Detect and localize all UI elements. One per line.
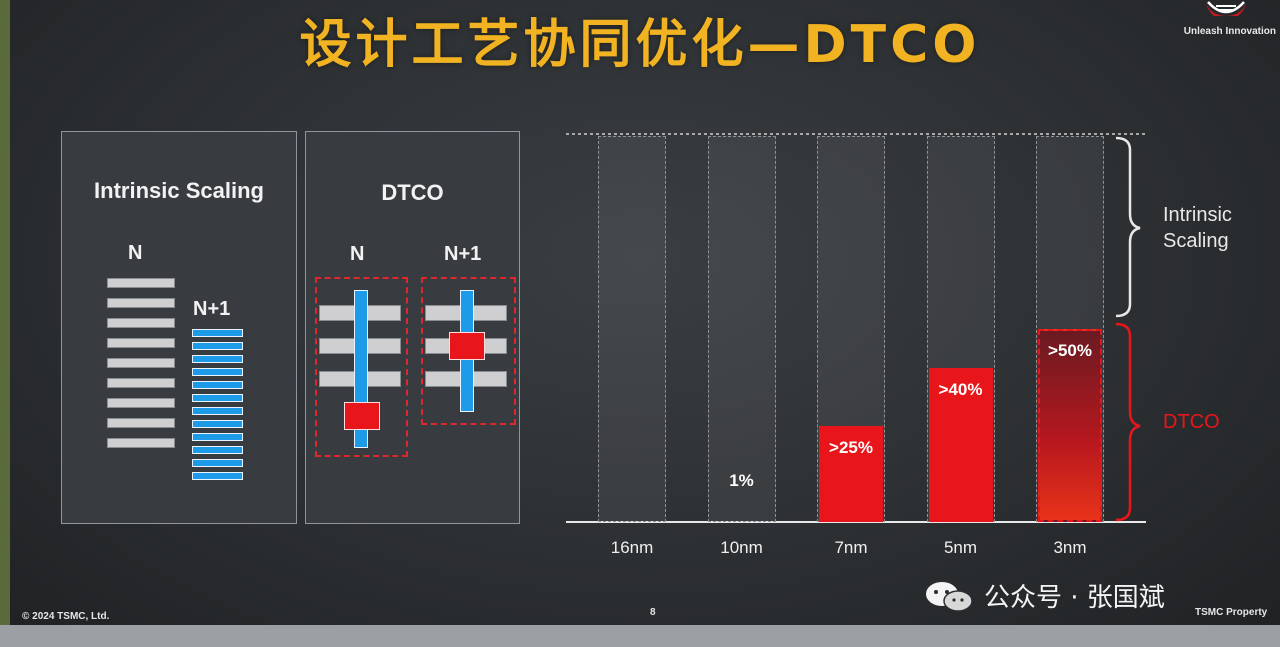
x-tick-label: 3nm bbox=[1053, 538, 1087, 557]
page-number: 8 bbox=[650, 607, 656, 618]
dtco-panel: DTCO N N+1 bbox=[305, 131, 520, 524]
blue-line bbox=[192, 472, 243, 480]
dtco-label-n1: N+1 bbox=[444, 243, 482, 265]
label-n1: N+1 bbox=[193, 298, 231, 320]
dtco-value-label: >50% bbox=[1048, 341, 1092, 360]
dtco-bar-5nm bbox=[928, 367, 993, 522]
blue-line bbox=[192, 394, 243, 402]
bottom-edge bbox=[0, 625, 1280, 647]
watermark: 公众号 · 张国斌 bbox=[984, 583, 1165, 613]
intrinsic-scaling-panel: Intrinsic Scaling N N+1 bbox=[61, 131, 297, 524]
cell-n-contact bbox=[344, 402, 380, 430]
x-tick-label: 16nm bbox=[610, 538, 654, 557]
gray-line bbox=[107, 378, 175, 388]
gray-line bbox=[107, 398, 175, 408]
wechat-icon bbox=[926, 582, 973, 612]
cell-n1-contact bbox=[449, 332, 485, 360]
intrinsic-scaling-label: Intrinsic Scaling bbox=[1163, 204, 1232, 252]
gray-line bbox=[107, 278, 175, 288]
gray-line bbox=[107, 298, 175, 308]
x-tick-label: 5nm bbox=[943, 538, 978, 557]
tagline: Unleash Innovation bbox=[1183, 26, 1276, 37]
tsmc-logo-icon bbox=[1206, 0, 1246, 16]
dtco-brace-icon bbox=[1115, 322, 1141, 522]
x-tick-label: 7nm bbox=[834, 538, 868, 557]
dtco-label-n: N bbox=[350, 243, 365, 265]
left-edge bbox=[0, 0, 10, 647]
gray-line bbox=[107, 418, 175, 428]
gray-line bbox=[107, 358, 175, 368]
intrinsic-scaling-title: Intrinsic Scaling bbox=[94, 178, 264, 203]
gray-line bbox=[107, 338, 175, 348]
slide-title: 设计工艺协同优化—DTCO bbox=[299, 15, 981, 75]
scaling-column-16nm bbox=[598, 136, 666, 522]
blue-line bbox=[192, 459, 243, 467]
gray-line bbox=[107, 318, 175, 328]
dtco-value-label: 1% bbox=[729, 471, 754, 490]
blue-line bbox=[192, 329, 243, 337]
dtco-cell-n1-box bbox=[421, 277, 516, 425]
dtco-panel-title: DTCO bbox=[381, 180, 444, 205]
intrinsic-brace-icon bbox=[1115, 136, 1141, 318]
dtco-cell-n-box bbox=[315, 277, 408, 457]
blue-line bbox=[192, 420, 243, 428]
blue-line bbox=[192, 355, 243, 363]
blue-line bbox=[192, 446, 243, 454]
dtco-label: DTCO bbox=[1163, 411, 1220, 433]
property-label: TSMC Property bbox=[1195, 607, 1268, 618]
copyright: © 2024 TSMC, Ltd. bbox=[22, 611, 110, 622]
blue-line bbox=[192, 407, 243, 415]
blue-line bbox=[192, 433, 243, 441]
gray-line bbox=[107, 438, 175, 448]
dtco-bar-7nm bbox=[819, 425, 883, 522]
blue-line bbox=[192, 342, 243, 350]
scaling-column-10nm bbox=[707, 136, 776, 522]
x-tick-label: 10nm bbox=[720, 538, 763, 557]
blue-line bbox=[192, 368, 243, 376]
label-n: N bbox=[128, 242, 143, 264]
blue-line bbox=[192, 381, 243, 389]
dtco-value-label: >40% bbox=[938, 379, 983, 399]
dtco-value-label: >25% bbox=[829, 437, 873, 457]
dtco-bar-3nm bbox=[1038, 329, 1102, 522]
